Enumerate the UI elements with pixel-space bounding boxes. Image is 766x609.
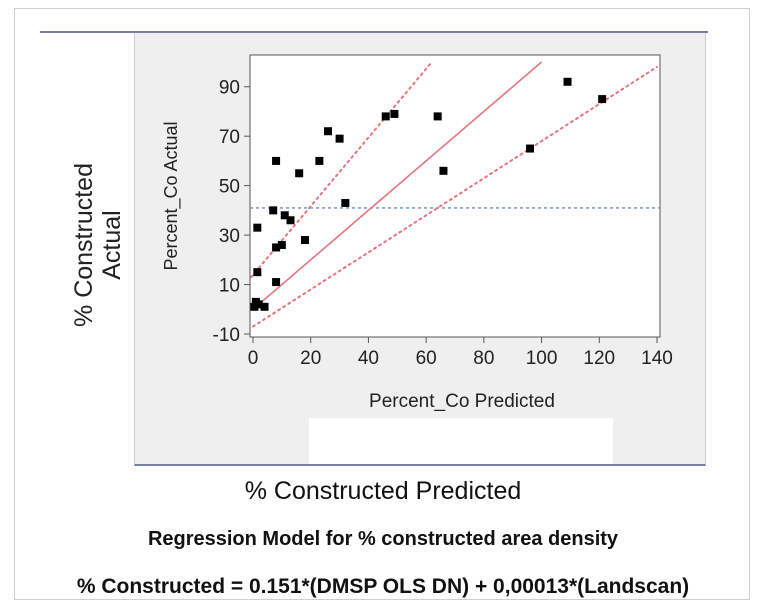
data-point [253, 223, 262, 232]
inner-y-axis-label: Percent_Co Actual [161, 121, 182, 270]
y-tick-label: 90 [219, 78, 240, 99]
data-point [295, 169, 304, 178]
x-tick-label: 40 [358, 348, 379, 369]
data-point [390, 109, 399, 118]
chart-title: Regression Model for % constructed area … [147, 528, 619, 550]
data-point [439, 166, 448, 175]
data-point [335, 134, 344, 143]
outer-y-axis-label-line1: % Constructed [70, 163, 98, 327]
x-tick-label: 120 [583, 348, 615, 369]
x-tick-label: 80 [473, 348, 494, 369]
x-tick-label: 140 [641, 348, 673, 369]
data-point [300, 236, 309, 245]
figure-frame [14, 8, 750, 600]
y-tick-label: 50 [219, 177, 240, 198]
x-tick-label: 100 [526, 348, 558, 369]
x-tick-label: 20 [300, 348, 321, 369]
y-tick-label: 70 [219, 127, 240, 148]
data-point [272, 243, 281, 252]
confidence-line-1 [250, 61, 433, 281]
y-tick-label: -10 [213, 325, 240, 346]
top-divider [40, 31, 708, 33]
data-point [598, 95, 607, 104]
data-point [254, 300, 263, 309]
data-point [433, 112, 442, 121]
data-point [272, 278, 281, 287]
outer-y-axis-label: % Constructed Actual [70, 135, 126, 355]
regression-formula: % Constructed = 0.151*(DMSP OLS DN) + 0,… [76, 575, 690, 598]
data-point [563, 77, 572, 86]
data-point [277, 240, 286, 249]
data-point [253, 268, 262, 277]
data-point [526, 144, 535, 153]
data-point [272, 156, 281, 165]
confidence-line-2 [252, 65, 658, 328]
outer-x-axis-label: % Constructed Predicted [244, 477, 522, 505]
data-point [250, 302, 259, 311]
data-point [280, 211, 289, 220]
outer-y-axis-label-line2: Actual [98, 210, 126, 280]
data-point [260, 302, 269, 311]
inner-x-axis-label: Percent_Co Predicted [369, 391, 555, 412]
data-point [341, 198, 350, 207]
y-tick-label: 10 [219, 276, 240, 297]
y-tick-label: 30 [219, 226, 240, 247]
data-point [324, 127, 333, 136]
data-point [315, 156, 324, 165]
blank-strip [309, 418, 613, 464]
x-tick-label: 60 [416, 348, 437, 369]
data-point [269, 206, 278, 215]
fit-line [252, 61, 543, 310]
x-tick-label: 0 [248, 348, 259, 369]
data-point [381, 112, 390, 121]
data-point [286, 216, 295, 225]
